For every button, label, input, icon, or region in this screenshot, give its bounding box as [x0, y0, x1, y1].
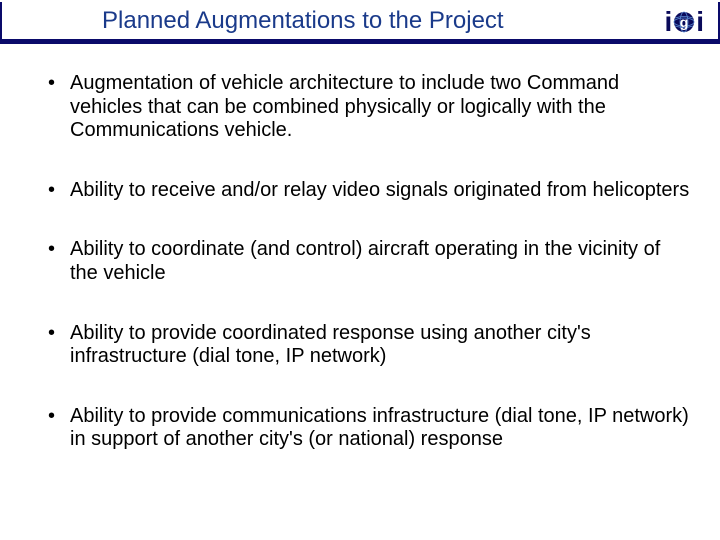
logo-letter-right: i	[696, 8, 704, 36]
svg-text:g: g	[680, 14, 689, 30]
logo-letter-left: i	[664, 8, 672, 36]
logo-globe-icon: g	[672, 10, 696, 34]
header-bar: Planned Augmentations to the Project i g…	[0, 0, 720, 44]
list-item: Ability to provide communications infras…	[44, 405, 690, 452]
logo: i g i	[664, 8, 704, 36]
content-area: Augmentation of vehicle architecture to …	[0, 44, 720, 508]
list-item: Ability to provide coordinated response …	[44, 322, 690, 369]
list-item: Augmentation of vehicle architecture to …	[44, 72, 690, 143]
list-item: Ability to coordinate (and control) airc…	[44, 238, 690, 285]
slide: Planned Augmentations to the Project i g…	[0, 0, 720, 540]
header-inner: Planned Augmentations to the Project i g…	[2, 2, 718, 42]
list-item: Ability to receive and/or relay video si…	[44, 179, 690, 203]
slide-title: Planned Augmentations to the Project	[2, 7, 504, 35]
bullet-list: Augmentation of vehicle architecture to …	[44, 72, 690, 452]
